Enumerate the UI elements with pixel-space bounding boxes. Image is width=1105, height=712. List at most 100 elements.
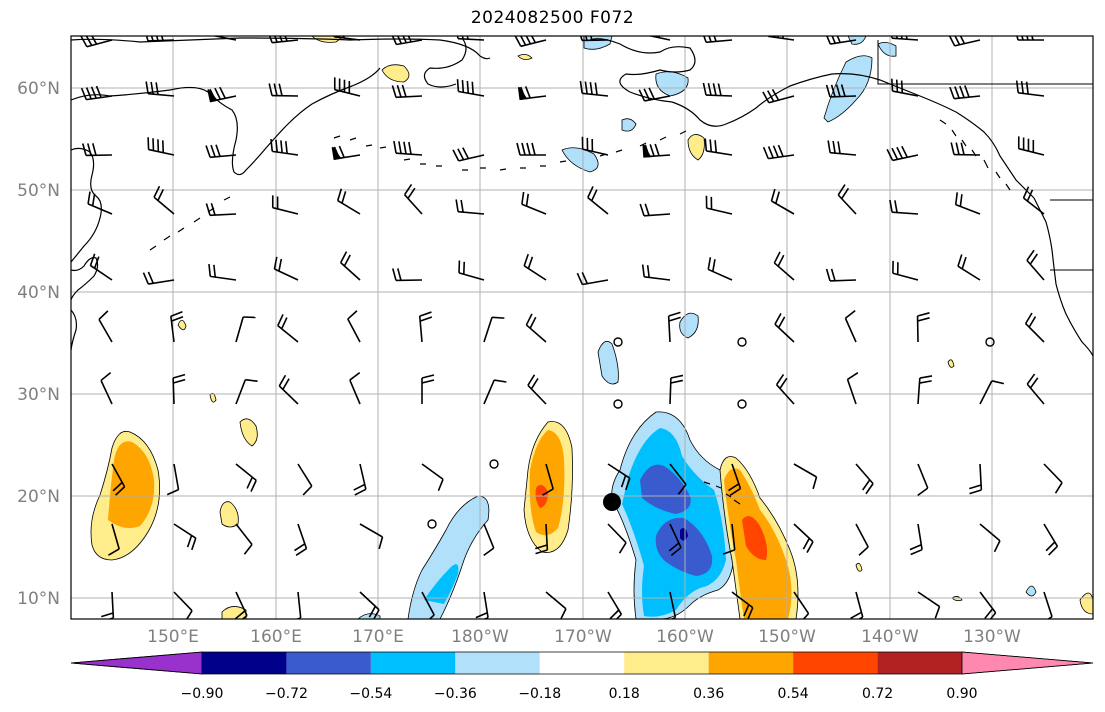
wind-barb [234, 591, 248, 619]
wind-barb [669, 463, 687, 495]
field-patch [529, 430, 565, 536]
lon-label: 160°W [656, 627, 714, 647]
wind-barb [147, 137, 175, 156]
wind-barb [1017, 136, 1045, 156]
wind-barb [837, 184, 857, 215]
wind-barb [273, 256, 299, 281]
wind-barb [403, 183, 423, 215]
field-patch [561, 147, 599, 173]
wind-barb [773, 251, 795, 281]
wind-barb [728, 463, 742, 496]
coastline-alaska-islands [939, 119, 1011, 191]
wind-barb [979, 523, 1001, 553]
wind-barb [827, 140, 857, 156]
wind-barb [98, 310, 113, 343]
wind-barb [268, 83, 299, 97]
wind-barb [891, 78, 919, 97]
colorbar-swatch [877, 652, 962, 674]
wind-barb [523, 253, 547, 281]
wind-barb [722, 523, 736, 555]
wind-barb [211, 36, 237, 41]
wind-barb [456, 79, 485, 97]
colorbar-swatch [286, 652, 371, 674]
lon-label: 180°W [451, 627, 509, 647]
lon-label: 170°E [352, 627, 404, 647]
field-patch [239, 418, 258, 447]
wind-barb [277, 314, 299, 343]
wind-barb [948, 36, 981, 47]
colorbar-swatch [539, 652, 625, 674]
wind-barb [702, 82, 733, 97]
wind-barb [669, 374, 684, 405]
wind-barb [774, 313, 795, 343]
plot-frame [70, 35, 1094, 620]
wind-barb [641, 264, 671, 281]
wind-barb [1022, 186, 1045, 215]
latitude-labels: 60°N 50°N 40°N 30°N 20°N 10°N [17, 79, 60, 609]
field-patch [621, 118, 637, 132]
lat-label: 30°N [17, 385, 60, 405]
lat-label: 50°N [17, 181, 60, 201]
wind-barb [82, 143, 113, 157]
wind-barb [456, 36, 485, 41]
field-patch [1025, 585, 1037, 597]
wind-barb [1043, 523, 1059, 556]
colorbar-swatch [202, 652, 287, 674]
colorbar-tick-label: 0.36 [693, 686, 724, 702]
field-patch [209, 392, 217, 403]
wind-barb [535, 523, 549, 555]
coastline-siberia [71, 37, 491, 60]
wind-barb [392, 268, 423, 282]
wind-barb [704, 138, 733, 156]
wind-barb [100, 372, 113, 405]
calm-marker [613, 399, 623, 409]
wind-barb [153, 185, 175, 215]
wind-barb [855, 523, 869, 556]
wind-barb [336, 188, 361, 215]
coastline-aleutians [149, 130, 687, 251]
colorbar-tick-label: 0.90 [946, 686, 977, 702]
colorbar-tick-label: −0.18 [518, 686, 561, 702]
wind-barb [949, 85, 981, 100]
field-patch [108, 441, 155, 528]
wind-barb [647, 36, 671, 41]
field-patch [177, 319, 187, 331]
field-patch [855, 562, 863, 572]
plot-area [71, 36, 1093, 619]
wind-barb [917, 463, 929, 497]
field-patch [823, 55, 873, 123]
wind-barb [145, 36, 175, 42]
field-patch [640, 464, 691, 514]
wind-barb [587, 186, 609, 215]
wind-barb [391, 84, 423, 99]
wind-barb [579, 36, 609, 42]
colorbar-swatch [455, 652, 540, 674]
wind-barb [517, 86, 547, 101]
field-patch [655, 517, 713, 576]
longitude-labels: 150°E 160°E 170°E 180°W 170°W 160°W 150°W 140°W… [147, 627, 1021, 647]
wind-barb [950, 142, 981, 156]
wind-barb [87, 191, 113, 215]
wind-barb [235, 523, 253, 555]
wind-barb [353, 463, 367, 496]
wind-barb [638, 87, 671, 102]
lat-label: 60°N [17, 79, 60, 99]
field-patch [219, 501, 239, 528]
field-patch [597, 340, 619, 385]
wind-barb [483, 316, 505, 343]
wind-barb [455, 199, 485, 215]
wind-barb [359, 523, 384, 550]
wind-barb [825, 268, 857, 282]
wind-barb [850, 591, 864, 619]
wind-barb [642, 143, 671, 158]
colorbar-extend-low [70, 651, 203, 675]
wind-barb [889, 199, 919, 215]
coastline-hawaii [703, 481, 741, 505]
colorbar-swatch [370, 652, 456, 674]
colorbar-tick-label: −0.90 [181, 686, 224, 702]
field-patch [680, 528, 688, 541]
colorbar-tick-label: 0.18 [609, 686, 640, 702]
wind-barb [527, 374, 547, 405]
wind-barb [297, 463, 313, 496]
